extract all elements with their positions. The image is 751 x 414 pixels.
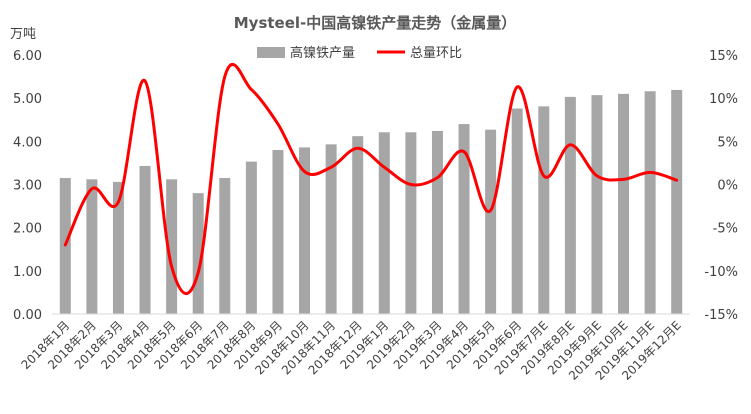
bar (644, 91, 656, 314)
bar (325, 144, 337, 314)
bar (166, 179, 178, 314)
bar (272, 149, 284, 314)
bar (352, 136, 364, 314)
legend-bar-label: 高镍铁产量 (290, 45, 355, 61)
y-right-tick-label: -15% (704, 308, 738, 323)
y-left-tick-label: 2.00 (13, 222, 42, 237)
bar (511, 108, 523, 314)
y-left-tick-label: 3.00 (13, 179, 42, 194)
bar (671, 89, 683, 314)
y-right-tick-label: 0% (717, 179, 738, 194)
y-left-tick-label: 1.00 (13, 265, 42, 280)
bar (112, 181, 124, 314)
bar (405, 132, 417, 314)
legend-line-label: 总量环比 (410, 46, 462, 61)
bar (618, 93, 630, 314)
bar (86, 179, 98, 314)
y-left-unit: 万吨 (10, 27, 36, 42)
bar (299, 147, 311, 314)
x-axis: 2018年1月2018年2月2018年3月2018年4月2018年5月2018年… (19, 318, 684, 383)
bar (245, 161, 257, 314)
bar (431, 130, 443, 314)
y-left-tick-label: 5.00 (13, 92, 42, 107)
y-left-tick-label: 6.00 (13, 49, 42, 64)
bar (139, 165, 151, 314)
bar (219, 178, 231, 314)
bar (591, 95, 603, 315)
y-right-tick-label: 10% (709, 92, 738, 107)
legend-bar-swatch (257, 47, 285, 58)
bar (564, 96, 576, 314)
y-left-tick-label: 4.00 (13, 135, 42, 150)
y-right-tick-label: 15% (709, 49, 738, 64)
y-left-axis: 0.00 1.00 2.00 3.00 4.00 5.00 6.00 (13, 49, 42, 323)
y-right-tick-label: -10% (704, 265, 738, 280)
y-right-tick-label: 5% (717, 135, 738, 150)
bar (538, 106, 550, 314)
line-series-path (63, 63, 679, 296)
bar (192, 193, 204, 314)
bar (378, 132, 390, 314)
bar (458, 124, 470, 314)
y-right-axis: -15% -10% -5% 0% 5% 10% 15% (704, 49, 738, 323)
line-series (63, 63, 679, 296)
legend: 高镍铁产量 总量环比 (257, 45, 462, 61)
y-right-tick-label: -5% (713, 222, 738, 237)
bar (485, 129, 497, 314)
chart-title: Mysteel-中国高镍铁产量走势（金属量） (234, 14, 517, 32)
y-left-tick-label: 0.00 (13, 308, 42, 323)
